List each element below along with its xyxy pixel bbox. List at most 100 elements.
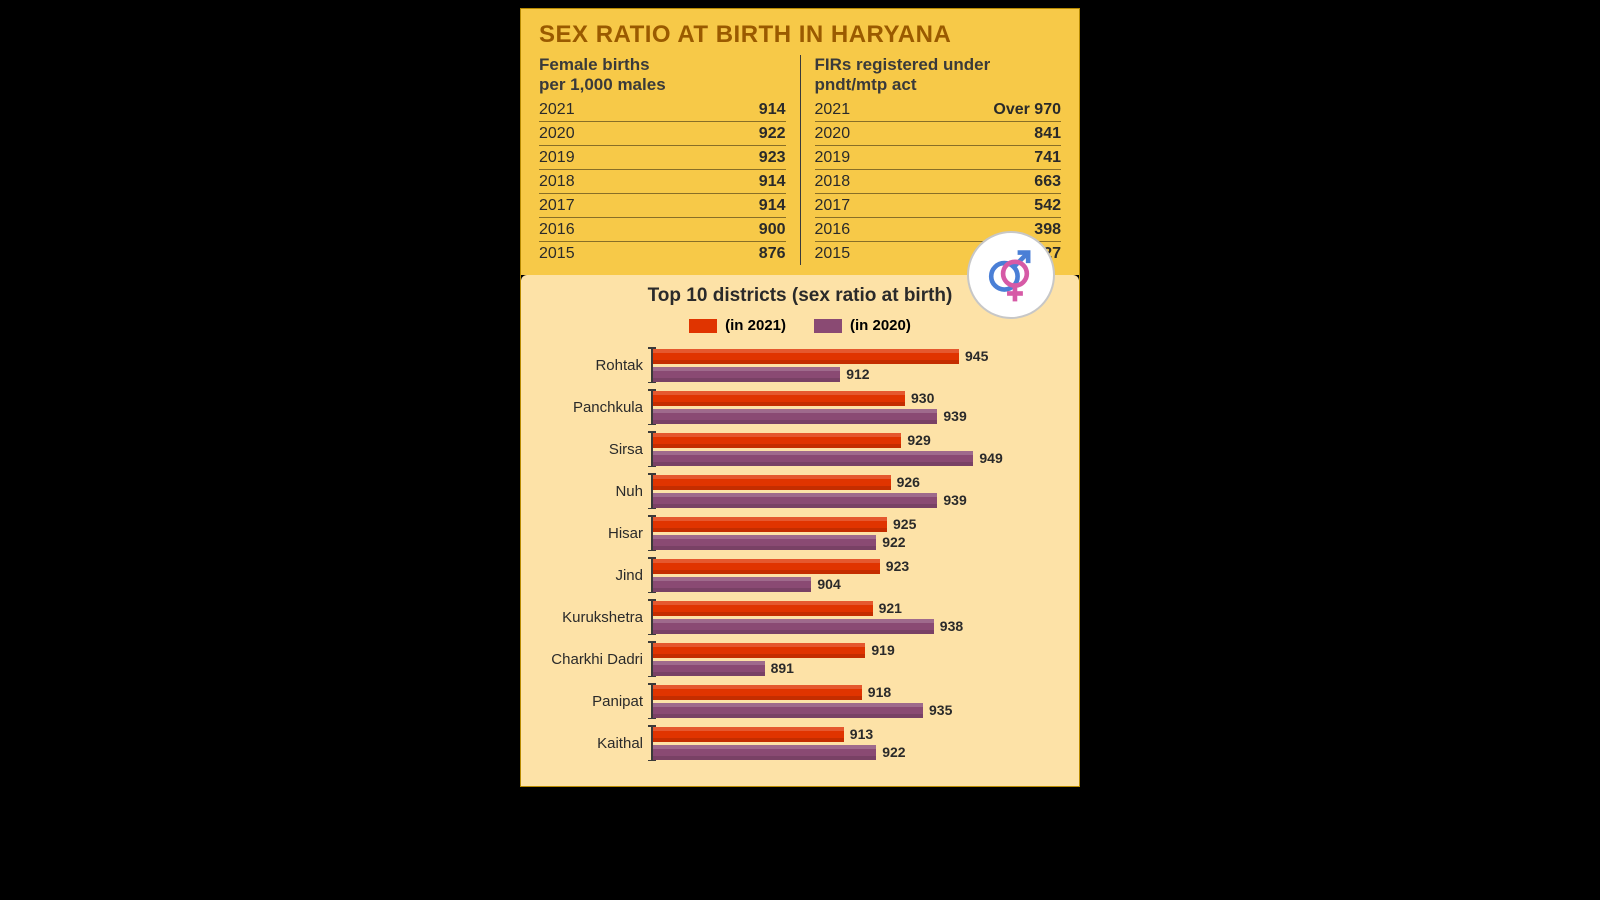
legend-label: (in 2020) — [850, 317, 911, 334]
table-row: 2017542 — [815, 194, 1062, 218]
district-label: Jind — [539, 567, 651, 584]
table-year: 2021 — [539, 101, 575, 119]
chart-row: Panchkula930939 — [539, 390, 1061, 424]
chart-row: Sirsa929949 — [539, 432, 1061, 466]
bar-line: 923 — [653, 558, 1061, 574]
axis-tick — [651, 600, 653, 634]
bar-value: 926 — [897, 474, 920, 490]
bar-line: 935 — [653, 702, 1061, 718]
table-value: 914 — [759, 173, 786, 191]
table-value: 398 — [1034, 221, 1061, 239]
axis-tick — [651, 642, 653, 676]
table-row: 2019923 — [539, 146, 786, 170]
chart-row: Kaithal913922 — [539, 726, 1061, 760]
bar — [653, 409, 937, 424]
bars-wrap: 923904 — [653, 558, 1061, 592]
bar — [653, 661, 765, 676]
bar-line: 918 — [653, 684, 1061, 700]
table-value: 914 — [759, 101, 786, 119]
gender-icon — [967, 231, 1055, 319]
chart-row: Panipat 918 935 — [539, 684, 1061, 718]
bar-value: 891 — [771, 660, 794, 676]
bar — [653, 391, 905, 406]
chart-row: Jind923904 — [539, 558, 1061, 592]
bar — [653, 703, 923, 718]
district-label: Rohtak — [539, 357, 651, 374]
bars-wrap: 919891 — [653, 642, 1061, 676]
main-title: SEX RATIO AT BIRTH IN HARYANA — [539, 21, 1061, 49]
table-row: 2018663 — [815, 170, 1062, 194]
table-year: 2018 — [539, 173, 575, 191]
bar-value: 935 — [929, 702, 952, 718]
table-year: 2020 — [539, 125, 575, 143]
table-value: 841 — [1034, 125, 1061, 143]
district-label: Panchkula — [539, 399, 651, 416]
table-value: 876 — [759, 245, 786, 263]
bars-wrap: 913922 — [653, 726, 1061, 760]
bar-line: 891 — [653, 660, 1061, 676]
axis-tick — [651, 726, 653, 760]
bar-value: 945 — [965, 348, 988, 364]
district-label: Panipat — [539, 693, 651, 710]
bar-line: 949 — [653, 450, 1061, 466]
legend-item: (in 2020) — [814, 317, 911, 334]
bar-value: 929 — [907, 432, 930, 448]
bar — [653, 559, 880, 574]
table-year: 2020 — [815, 125, 851, 143]
gender-icon-svg — [978, 242, 1044, 308]
left-header-line1: Female births — [539, 55, 650, 74]
bar — [653, 619, 934, 634]
chart-row: Nuh926939 — [539, 474, 1061, 508]
bar-value: 949 — [979, 450, 1002, 466]
bars-wrap: 925922 — [653, 516, 1061, 550]
table-row: 2020 922 — [539, 122, 786, 146]
bar-line: 912 — [653, 366, 1061, 382]
district-label: Kurukshetra — [539, 609, 651, 626]
bar — [653, 601, 873, 616]
bars-wrap: 921938 — [653, 600, 1061, 634]
table-row: 2015 876 — [539, 242, 786, 265]
table-row: 2019741 — [815, 146, 1062, 170]
table-value: 741 — [1034, 149, 1061, 167]
bar-line: 929 — [653, 432, 1061, 448]
district-label: Charkhi Dadri — [539, 651, 651, 668]
table-value: 922 — [759, 125, 786, 143]
table-value: 900 — [759, 221, 786, 239]
bar-line: 922 — [653, 744, 1061, 760]
legend-label: (in 2021) — [725, 317, 786, 334]
chart-row: Hisar925922 — [539, 516, 1061, 550]
table-year: 2017 — [815, 197, 851, 215]
axis-tick — [651, 390, 653, 424]
bar-line: 945 — [653, 348, 1061, 364]
bar-value: 925 — [893, 516, 916, 532]
bar-line: 939 — [653, 492, 1061, 508]
bar — [653, 349, 959, 364]
table-row: 2017914 — [539, 194, 786, 218]
bottom-panel: Top 10 districts (sex ratio at birth) (i… — [521, 275, 1079, 786]
table-year: 2015 — [815, 245, 851, 263]
table-value: Over 970 — [993, 101, 1061, 119]
table-year: 2016 — [539, 221, 575, 239]
left-header-line2: per 1,000 males — [539, 75, 666, 94]
bar-line: 913 — [653, 726, 1061, 742]
table-year: 2018 — [815, 173, 851, 191]
bar-value: 939 — [943, 408, 966, 424]
table-year: 2016 — [815, 221, 851, 239]
bar — [653, 451, 973, 466]
bar-value: 918 — [868, 684, 891, 700]
bar-line: 939 — [653, 408, 1061, 424]
table-row: 2021Over 970 — [815, 98, 1062, 122]
bars-wrap: 926939 — [653, 474, 1061, 508]
bar — [653, 493, 937, 508]
bar — [653, 685, 862, 700]
bar-value: 913 — [850, 726, 873, 742]
left-table: Female births per 1,000 males 2021 914 202… — [539, 55, 801, 265]
right-header-line2: pndt/mtp act — [815, 75, 917, 94]
bar — [653, 727, 844, 742]
district-label: Nuh — [539, 483, 651, 500]
axis-tick — [651, 684, 653, 718]
axis-tick — [651, 558, 653, 592]
table-year: 2015 — [539, 245, 575, 263]
axis-tick — [651, 474, 653, 508]
bar-value: 904 — [817, 576, 840, 592]
